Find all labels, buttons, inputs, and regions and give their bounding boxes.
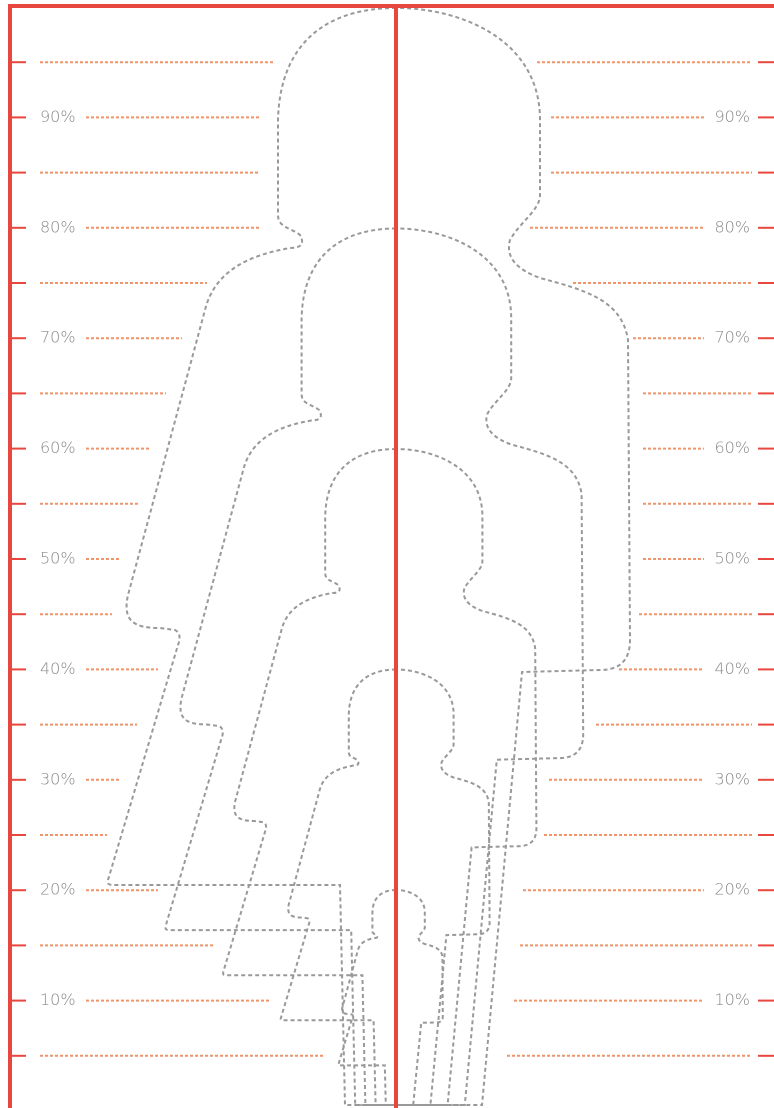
right-label: 20% <box>714 880 750 899</box>
right-label: 40% <box>714 659 750 678</box>
left-label: 80% <box>40 217 76 236</box>
silhouette <box>165 229 583 1106</box>
left-label: 60% <box>40 438 76 457</box>
left-label: 10% <box>40 990 76 1009</box>
right-label: 80% <box>714 217 750 236</box>
guide-lines: 90% 90% 80% 80% 70% 70% 60% 60% 50% 50% 40% 40% 30% 3… <box>10 62 774 1056</box>
silhouette <box>281 670 490 1106</box>
right-label: 10% <box>714 990 750 1009</box>
silhouette <box>223 449 536 1105</box>
left-label: 30% <box>40 769 76 788</box>
right-label: 30% <box>714 769 750 788</box>
height-chart: 90% 90% 80% 80% 70% 70% 60% 60% 50% 50% 40% 40% 30% 3… <box>0 0 774 1108</box>
left-label: 40% <box>40 659 76 678</box>
left-label: 20% <box>40 880 76 899</box>
right-label: 90% <box>714 107 750 126</box>
left-label: 70% <box>40 328 76 347</box>
right-label: 70% <box>714 328 750 347</box>
left-label: 90% <box>40 107 76 126</box>
left-label: 50% <box>40 549 76 568</box>
right-label: 50% <box>714 549 750 568</box>
right-label: 60% <box>714 438 750 457</box>
